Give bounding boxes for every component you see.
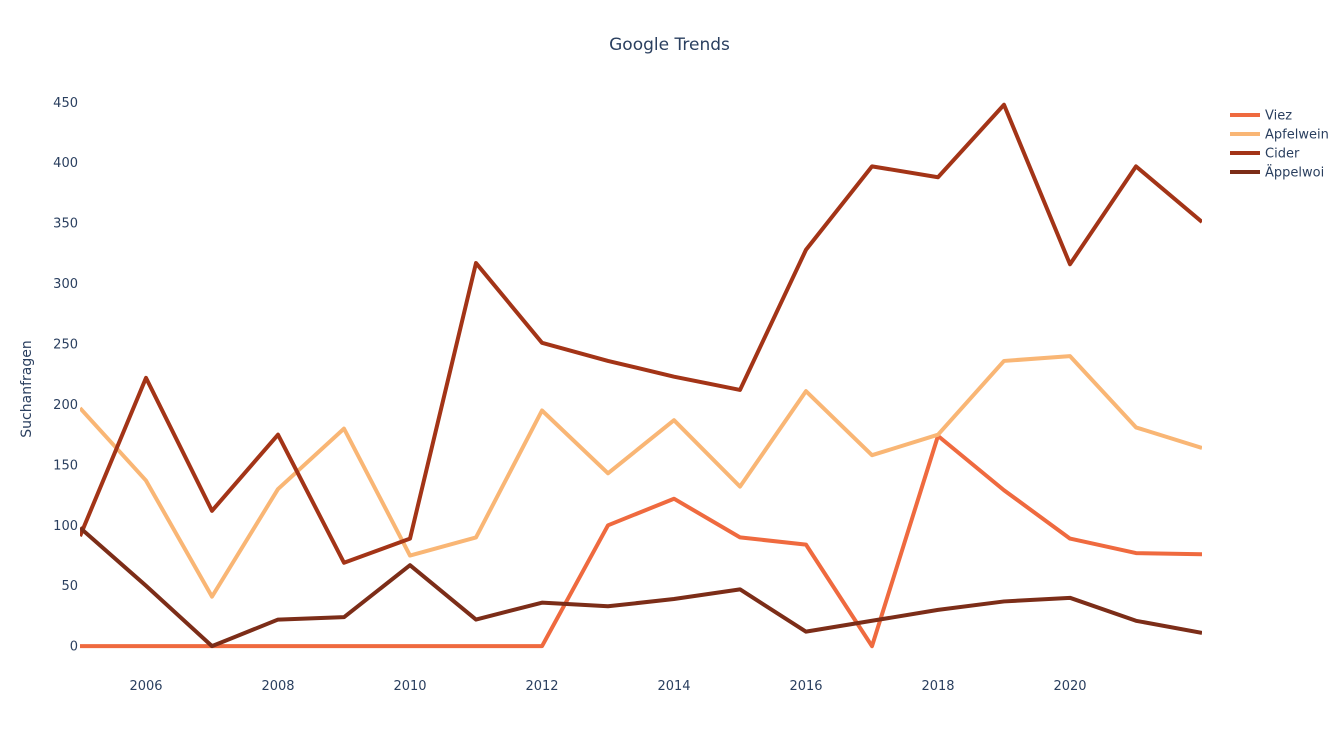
legend-label: Cider (1265, 147, 1300, 162)
x-tick-label: 2012 (525, 679, 558, 694)
series-line-3[interactable] (80, 526, 1202, 649)
y-tick-label: 350 (53, 217, 78, 232)
y-tick-label: 150 (53, 458, 78, 473)
y-tick-label: 50 (61, 579, 78, 594)
y-tick-label: 0 (70, 640, 78, 655)
series-line-1[interactable] (80, 354, 1202, 599)
legend-label: Apfelwein (1265, 128, 1329, 143)
y-axis-label: Suchanfragen (19, 340, 35, 437)
y-tick-label: 250 (53, 338, 78, 353)
x-tick-label: 2006 (129, 679, 162, 694)
legend-label: Äppelwoi (1265, 165, 1324, 181)
y-axis-ticks: 0 50 100 150 200 250 300 350 400 450 (53, 96, 78, 655)
legend-item[interactable]: Apfelwein (1230, 128, 1329, 143)
x-tick-label: 2020 (1053, 679, 1086, 694)
y-tick-label: 300 (53, 277, 78, 292)
y-tick-label: 100 (53, 519, 78, 534)
x-tick-label: 2018 (921, 679, 954, 694)
series-line-2[interactable] (80, 102, 1202, 565)
legend[interactable]: Viez Apfelwein Cider Äppelwoi (1230, 109, 1329, 181)
x-tick-label: 2010 (393, 679, 426, 694)
x-tick-label: 2014 (657, 679, 690, 694)
x-tick-label: 2008 (261, 679, 294, 694)
y-tick-label: 450 (53, 96, 78, 111)
series-line-0[interactable] (80, 433, 1202, 649)
chart-title: Google Trends (609, 35, 730, 55)
x-axis-ticks: 2006 2008 2010 2012 2014 2016 2018 2020 (129, 679, 1086, 694)
y-tick-label: 200 (53, 398, 78, 413)
legend-item[interactable]: Cider (1230, 147, 1300, 162)
y-tick-label: 400 (53, 156, 78, 171)
plot-area (80, 102, 1202, 649)
legend-item[interactable]: Viez (1230, 109, 1292, 124)
x-tick-label: 2016 (789, 679, 822, 694)
legend-item[interactable]: Äppelwoi (1230, 165, 1324, 181)
legend-label: Viez (1265, 109, 1292, 124)
